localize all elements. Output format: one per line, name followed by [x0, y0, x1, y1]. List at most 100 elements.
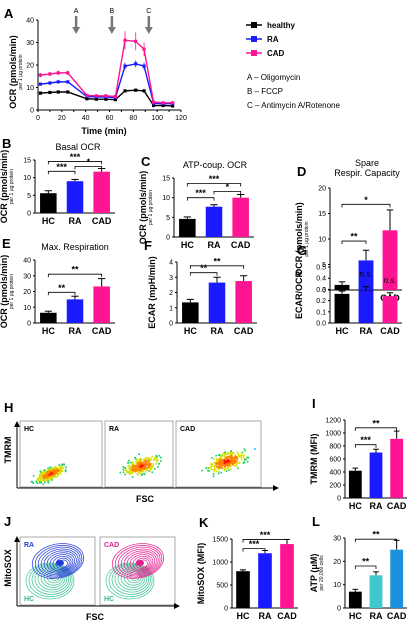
flow-event-dot	[139, 459, 141, 461]
panel-j-flow-contours: J MitoSOX FSC RA HC CAD HC	[3, 514, 180, 622]
flow-event-dot	[147, 464, 149, 466]
flow-event-dot	[50, 474, 53, 476]
bar-ra	[358, 290, 374, 323]
flow-event-dot	[230, 456, 232, 459]
flow-event-dot	[229, 454, 232, 456]
y-tick-label: 0.4	[316, 276, 326, 283]
flow-event-dot	[40, 480, 43, 482]
category-label-ra: RA	[360, 326, 373, 336]
flow-event-dot	[225, 460, 228, 463]
flow-event-dot	[32, 482, 35, 484]
flow-event-dot	[136, 474, 139, 476]
flow-event-dot	[134, 467, 136, 470]
flow-event-dot	[52, 472, 54, 475]
ra-contour-ring	[55, 557, 70, 569]
flow-event-dot	[49, 467, 51, 469]
flow-event-dot	[218, 466, 220, 469]
flow-event-dot	[231, 463, 234, 465]
flow-event-dot	[221, 454, 224, 457]
flow-event-dot	[44, 479, 47, 481]
flow-event-dot	[35, 480, 38, 483]
flow-event-dot	[219, 455, 222, 458]
flow-event-dot	[140, 458, 143, 460]
panel-f-bar-chart: F 0 1 2 3 4 ECAR (mpH/min) HC RA CAD ** **	[144, 238, 257, 336]
flow-event-dot	[219, 457, 222, 460]
panel-b-title: Basal OCR	[55, 142, 101, 152]
x-tick-label: 0	[36, 115, 40, 122]
significance-bracket	[189, 265, 245, 269]
flow-event-dot	[124, 467, 127, 469]
flow-event-dot	[143, 463, 145, 465]
flow-event-dot	[128, 469, 131, 472]
flow-plot-label-ra: RA	[109, 426, 119, 433]
y-tick-label: 20	[318, 186, 326, 193]
flow-event-dot	[41, 472, 43, 475]
flow-event-dot	[214, 464, 216, 467]
flow-event-dot	[135, 467, 138, 469]
flow-event-dot	[55, 471, 57, 473]
flow-event-dot	[151, 455, 153, 458]
flow-event-dot	[40, 478, 43, 481]
flow-event-dot	[138, 463, 141, 465]
flow-event-dot	[50, 467, 53, 470]
flow-event-dot	[226, 463, 228, 466]
flow-event-dot	[42, 470, 45, 473]
significance-bracket	[74, 165, 103, 170]
flow-event-dot	[44, 474, 46, 477]
flow-event-dot	[46, 472, 49, 474]
y-tick-label: 0	[322, 288, 326, 295]
flow-h-plots: HC RA CAD	[19, 420, 262, 488]
flow-event-dot	[44, 471, 46, 474]
data-point-ra	[56, 80, 60, 84]
flow-event-dot	[42, 479, 44, 482]
flow-event-dot	[136, 472, 139, 475]
flow-event-dot	[241, 451, 244, 454]
contour-group-label-cad: CAD	[104, 542, 119, 549]
flow-event-dot	[223, 462, 226, 465]
flow-event-dot	[233, 462, 236, 464]
panel-label-j: J	[4, 514, 11, 529]
category-label-hc: HC	[349, 501, 362, 511]
y-tick-label: 15	[162, 176, 170, 183]
flow-event-dot	[52, 467, 55, 470]
flow-event-dot	[124, 473, 127, 476]
flow-event-dot	[137, 460, 139, 462]
significance-bracket	[341, 203, 391, 208]
hc-contour-ring	[114, 565, 149, 593]
flow-event-dot	[49, 474, 51, 477]
bar-ra	[208, 282, 226, 323]
flow-event-dot	[140, 463, 143, 465]
data-point-healthy	[134, 88, 138, 92]
data-point-healthy	[161, 103, 165, 108]
flow-event-dot	[227, 460, 230, 463]
category-label-hc: HC	[181, 240, 194, 250]
panel-a-legend: healthy RA CAD A – Oligomycin B – FCCP C…	[246, 21, 340, 110]
flow-event-dot	[227, 459, 229, 461]
y-tick-label: 0	[30, 108, 34, 115]
flow-event-dot	[47, 478, 50, 481]
cad-contour-ring	[132, 555, 152, 571]
flow-event-dot	[49, 476, 51, 478]
flow-event-dot	[122, 466, 125, 468]
flow-event-dot	[126, 471, 128, 473]
significance-label: **	[350, 232, 358, 242]
flow-event-dot	[57, 474, 59, 477]
flow-event-dot	[42, 475, 45, 477]
injection-arrow-head	[72, 27, 81, 34]
flow-event-dot	[223, 460, 226, 463]
flow-event-dot	[137, 468, 140, 471]
flow-event-dot	[209, 463, 212, 465]
flow-event-dot	[154, 457, 157, 460]
flow-event-dot	[141, 468, 143, 471]
ra-contour-ring	[49, 554, 74, 572]
category-label-cad: CAD	[277, 611, 297, 621]
data-point-cad	[171, 101, 175, 105]
flow-event-dot	[210, 465, 213, 468]
category-label-ra: RA	[69, 216, 82, 226]
flow-event-dot	[139, 468, 142, 471]
flow-event-dot	[129, 467, 131, 470]
significance-bracket	[354, 538, 398, 543]
flow-plot-label-cad: CAD	[180, 426, 195, 433]
y-tick-label: 30	[26, 40, 34, 47]
data-point-healthy	[151, 103, 156, 108]
